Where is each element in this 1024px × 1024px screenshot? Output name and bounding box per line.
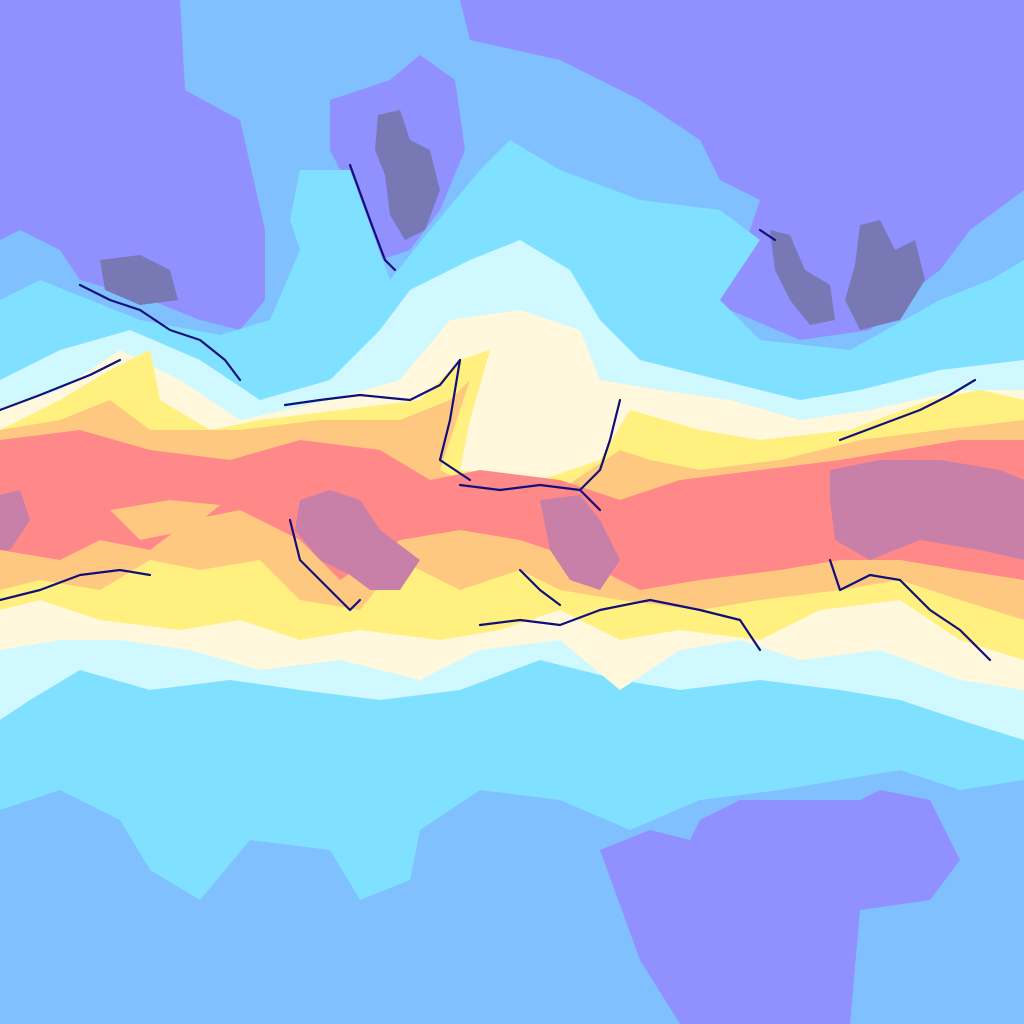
extreme-patch-3 (830, 460, 1024, 560)
very-hot-band (0, 430, 1024, 590)
coastline (288, 518, 362, 612)
cold-region-north-west (0, 0, 265, 330)
extreme-patch-4 (0, 490, 30, 550)
coastline (458, 483, 582, 492)
extreme-patch-2 (540, 495, 620, 590)
coastline (828, 558, 992, 662)
extreme-patch-1 (295, 490, 420, 590)
coastlines (0, 163, 992, 662)
coastline (0, 358, 122, 412)
coastline (518, 568, 562, 607)
coastline (478, 598, 762, 652)
coastline (758, 228, 777, 242)
coastline (0, 568, 152, 602)
very-cold-patch-3 (770, 230, 835, 325)
coastline (438, 358, 472, 482)
very-cold-patch-1 (100, 255, 178, 305)
coastline (78, 283, 242, 382)
cold-region-south (600, 790, 960, 1024)
mild-cool-band-south (0, 640, 1024, 900)
very-cold-patch-2 (375, 110, 440, 240)
coastline (283, 358, 462, 407)
coastline (348, 163, 397, 272)
coastline (838, 378, 977, 442)
coastline (578, 398, 622, 512)
hot-patch-inner (110, 500, 220, 540)
very-cold-patch-4 (845, 220, 925, 330)
